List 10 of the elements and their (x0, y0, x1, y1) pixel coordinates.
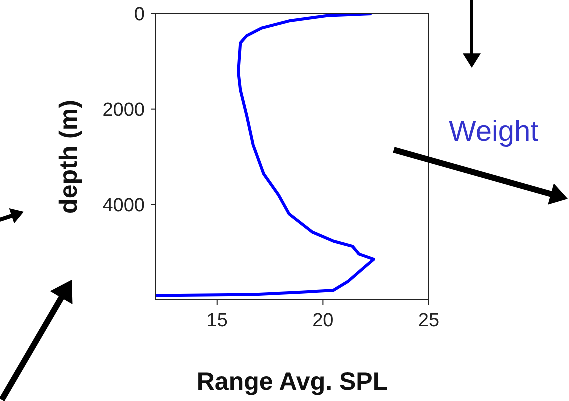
y-axis-title: depth (m) (54, 100, 83, 214)
y-tick-label: 2000 (102, 100, 145, 122)
text: Weight (449, 116, 539, 149)
x-tick-label: 15 (206, 310, 228, 332)
x-tick-label: 20 (312, 310, 334, 332)
y-tick-label: 4000 (102, 195, 145, 216)
line-series (156, 14, 376, 298)
x-axis-title: Range Avg. SPL (196, 368, 388, 396)
x-tick-label: 25 (418, 310, 440, 332)
y-tick-label: 0 (134, 4, 145, 26)
